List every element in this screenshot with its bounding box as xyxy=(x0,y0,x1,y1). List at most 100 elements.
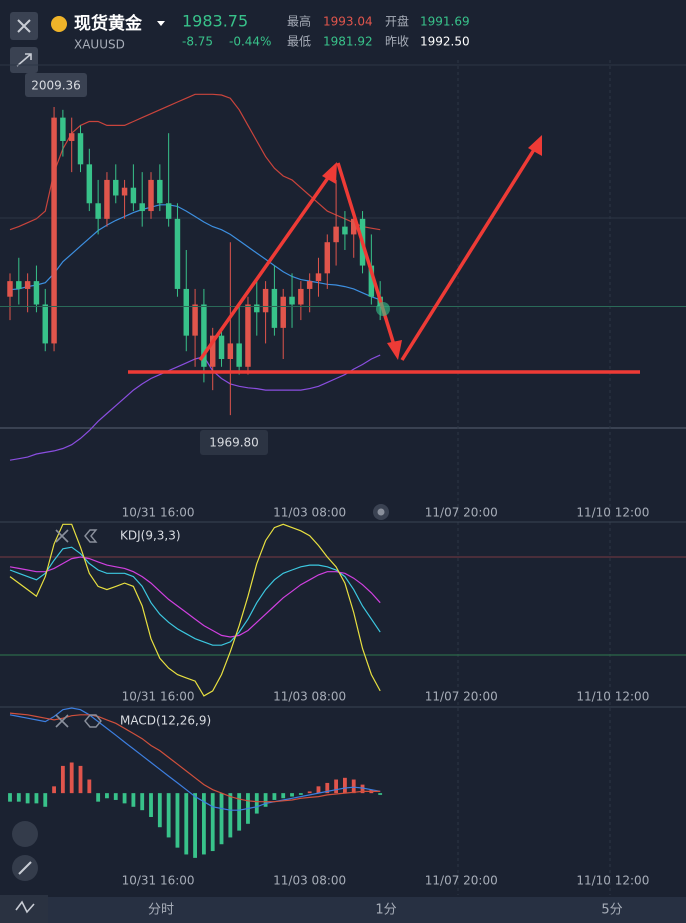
last-price: 1983.75 xyxy=(182,12,248,31)
macd-bar xyxy=(219,793,224,845)
settings-indicator[interactable] xyxy=(84,529,98,543)
macd-bar xyxy=(69,762,74,794)
macd-bar xyxy=(87,779,92,794)
expand-icon xyxy=(16,53,32,67)
candle-body xyxy=(271,288,278,328)
macd-bar xyxy=(360,784,365,794)
macd-bar xyxy=(60,765,65,794)
candle-body xyxy=(16,281,22,289)
macd-bar xyxy=(325,782,330,794)
gold-icon xyxy=(51,16,67,32)
candle-body xyxy=(7,281,13,297)
candle-body xyxy=(227,343,234,360)
macd-bar xyxy=(34,793,39,804)
indicator-line xyxy=(9,523,381,697)
macd-bar xyxy=(113,793,118,800)
indicator-line xyxy=(9,707,381,811)
macd-bar xyxy=(140,793,145,811)
annotation-box xyxy=(200,430,268,455)
candle-body xyxy=(24,281,31,289)
arrowhead xyxy=(528,135,542,156)
tab[interactable]: 分时 xyxy=(148,903,174,918)
plots: 10/31 16:00 11/03 08:00 11/07 20:00 11/10 1… xyxy=(0,93,686,888)
stat-value: 1981.92 xyxy=(323,35,373,49)
candle-body xyxy=(218,335,225,360)
stat-label: 昨收 xyxy=(385,35,409,49)
stat-label: 最高 xyxy=(287,14,311,29)
candle-body xyxy=(324,242,331,274)
candle-body xyxy=(51,117,57,344)
tool-button[interactable] xyxy=(12,821,38,847)
stat-value: 1991.69 xyxy=(420,15,470,29)
candle-body xyxy=(174,218,181,289)
stat-value: 1992.50 xyxy=(420,35,470,49)
indicator-title: MACD(12,26,9) xyxy=(120,714,211,728)
candle-body xyxy=(201,304,207,367)
candle-body xyxy=(121,187,128,196)
candle-body xyxy=(139,203,145,212)
macd-bar xyxy=(254,793,259,814)
macd-bar xyxy=(122,793,127,804)
macd-bar xyxy=(16,793,21,802)
macd-bar xyxy=(334,779,339,794)
instrument-title[interactable]: 现货黄金 xyxy=(74,13,143,34)
tab[interactable]: 5分 xyxy=(601,903,622,918)
candle-body xyxy=(236,343,242,367)
dropdown-caret[interactable] xyxy=(157,21,165,26)
candle-body xyxy=(280,296,286,328)
candle-body xyxy=(42,304,48,344)
macd-bar xyxy=(25,793,30,804)
macd-bar xyxy=(201,793,206,855)
settings-indicator[interactable] xyxy=(84,714,102,728)
macd-bar xyxy=(290,793,294,797)
candle-body xyxy=(245,304,251,367)
stat-label: 最低 xyxy=(287,35,311,49)
close-icon xyxy=(17,19,31,33)
x-tick-label: 10/31 16:00 xyxy=(122,690,195,704)
macd-bar xyxy=(43,793,48,807)
macd-bar xyxy=(184,793,189,855)
x-tick-label: 11/07 20:00 xyxy=(425,690,498,704)
candle-body xyxy=(298,288,304,305)
candle-body xyxy=(130,187,137,204)
candle-body xyxy=(60,117,66,141)
macd-bar xyxy=(96,793,101,802)
candle-body xyxy=(209,335,216,367)
high-annotation: 2009.36 xyxy=(31,79,81,93)
macd-bar xyxy=(166,793,171,838)
indicator-title: KDJ(9,3,3) xyxy=(120,529,181,543)
drawn-arrow xyxy=(198,173,332,362)
arrowhead xyxy=(322,162,337,184)
candle-body xyxy=(315,273,322,282)
tool-button[interactable] xyxy=(0,895,48,923)
candle-body xyxy=(254,304,260,313)
close-indicator[interactable] xyxy=(55,714,69,728)
drawn-arrow xyxy=(400,147,537,361)
macd-bar xyxy=(378,793,383,795)
indicator-line xyxy=(9,712,381,803)
macd-bar xyxy=(8,793,12,802)
macd-bar xyxy=(272,793,277,800)
candle-body xyxy=(306,281,313,289)
macd-bar xyxy=(149,793,153,817)
price-change-pct: -0.44% xyxy=(229,35,271,49)
close-indicator[interactable] xyxy=(55,529,69,543)
symbol: XAUUSD xyxy=(74,38,125,52)
candle-body xyxy=(113,179,119,196)
macd-bar xyxy=(343,777,347,794)
x-tick-label: 11/07 20:00 xyxy=(425,506,498,520)
x-tick-label: 11/03 08:00 xyxy=(273,506,346,520)
indicator-icon xyxy=(15,900,35,914)
low-annotation: 1969.80 xyxy=(209,436,259,450)
x-tick-label: 10/31 16:00 xyxy=(122,874,195,888)
tab[interactable]: 1分 xyxy=(375,903,396,918)
candle-body xyxy=(183,288,190,336)
stat-label: 开盘 xyxy=(385,14,409,29)
candle-body xyxy=(148,179,154,212)
candle-body xyxy=(157,179,163,204)
macd-bar xyxy=(193,793,197,858)
price-change: -8.75 xyxy=(182,35,213,49)
candle-body xyxy=(342,226,348,235)
macd-bar xyxy=(316,786,321,794)
candle-body xyxy=(104,179,110,219)
